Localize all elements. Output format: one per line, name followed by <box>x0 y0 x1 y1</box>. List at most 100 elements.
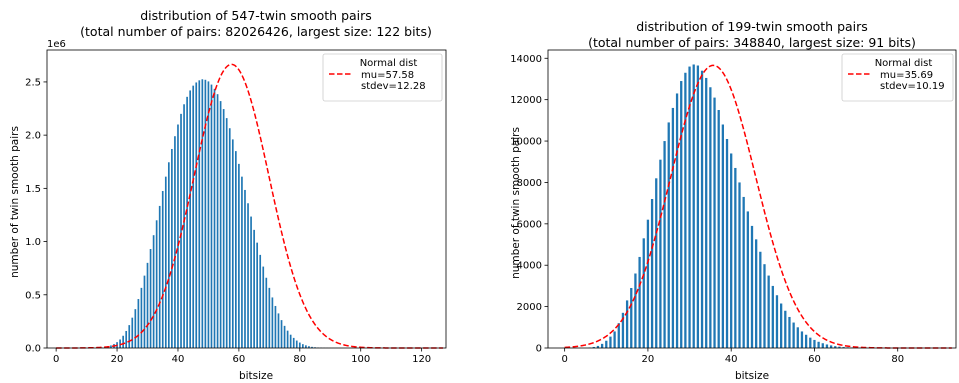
bar <box>256 242 258 348</box>
bar <box>238 163 240 348</box>
bar <box>262 266 265 348</box>
bar <box>180 113 182 348</box>
bar <box>634 273 637 348</box>
bar <box>302 344 304 348</box>
bar <box>717 110 720 348</box>
chart-left-ylabel: number of twin smooth pairs <box>9 126 21 278</box>
legend-label: stdev=10.19 <box>880 81 945 92</box>
bar <box>158 205 161 348</box>
bar <box>128 325 131 348</box>
bar <box>152 235 155 348</box>
bar <box>219 101 222 348</box>
bar <box>792 322 795 348</box>
chart-right: distribution of 199-twin smooth pairs (t… <box>510 19 957 382</box>
bar <box>268 287 271 348</box>
bar <box>125 330 128 348</box>
bar <box>746 211 749 348</box>
bar <box>800 331 804 348</box>
bar <box>277 313 280 348</box>
y-tick-label: 6000 <box>517 219 542 230</box>
bar <box>750 225 754 348</box>
bar <box>796 327 799 348</box>
chart-left: distribution of 547-twin smooth pairs (t… <box>9 8 447 382</box>
bar <box>788 316 791 348</box>
bar <box>655 178 658 348</box>
x-tick-label: 100 <box>351 354 370 365</box>
y-tick-label: 14000 <box>510 54 542 65</box>
x-tick-label: 80 <box>891 354 904 365</box>
bar <box>663 141 666 348</box>
y-tick-label: 1.0 <box>25 237 41 248</box>
x-tick-label: 0 <box>53 354 59 365</box>
bar <box>775 295 779 348</box>
x-tick-label: 120 <box>412 354 431 365</box>
bar <box>638 256 641 348</box>
bar <box>155 220 158 348</box>
bar <box>131 317 134 348</box>
bar <box>755 239 758 348</box>
bar <box>734 167 737 348</box>
legend-label: mu=57.58 <box>361 70 414 81</box>
chart-right-title: distribution of 199-twin smooth pairs <box>636 19 868 34</box>
bar <box>684 72 687 348</box>
y-tick-label: 10000 <box>510 137 542 148</box>
bar <box>244 189 246 348</box>
legend-box <box>841 53 954 102</box>
bar <box>143 275 146 348</box>
axes-frame <box>547 49 957 349</box>
bar <box>174 136 176 348</box>
bar <box>650 199 654 348</box>
normal-fit-line <box>564 64 952 349</box>
bar <box>122 335 124 348</box>
bar <box>265 277 268 348</box>
bar <box>274 305 277 348</box>
x-tick-label: 40 <box>172 354 185 365</box>
bar <box>195 82 198 349</box>
y-tick-label: 4000 <box>517 261 542 272</box>
bar <box>667 122 670 349</box>
bar <box>204 79 207 349</box>
bar <box>813 339 816 348</box>
x-tick-label: 20 <box>642 354 655 365</box>
bar <box>804 334 808 348</box>
bar <box>596 345 600 348</box>
bar <box>286 330 289 348</box>
chart-right-xlabel: bitsize <box>735 370 769 382</box>
y-tick-label: 2000 <box>517 302 542 313</box>
x-tick-label: 60 <box>233 354 246 365</box>
bar <box>692 64 695 349</box>
bar <box>617 323 620 348</box>
chart-left-y-offset: 1e6 <box>47 39 66 50</box>
bar <box>721 124 724 348</box>
bar <box>198 80 201 348</box>
bar <box>817 341 820 348</box>
x-tick-label: 60 <box>808 354 821 365</box>
y-tick-label: 12000 <box>510 95 542 106</box>
legend-label: stdev=12.28 <box>361 81 426 92</box>
bar <box>842 347 845 348</box>
bar <box>201 79 204 349</box>
bar <box>725 138 729 348</box>
bar <box>189 90 191 348</box>
bar <box>709 87 712 348</box>
bar <box>292 337 295 348</box>
legend-label: mu=35.69 <box>880 70 933 81</box>
normal-fit-line <box>56 63 443 349</box>
legend-box <box>322 53 443 102</box>
bar <box>183 104 185 348</box>
bar <box>280 320 283 348</box>
bar <box>298 342 301 348</box>
bar <box>621 312 625 348</box>
y-tick-label: 2.0 <box>25 131 41 142</box>
bar <box>210 84 213 348</box>
bar <box>192 85 195 349</box>
bar <box>137 299 140 348</box>
bar <box>308 346 310 348</box>
bar <box>247 203 249 348</box>
y-tick-label: 8000 <box>517 178 542 189</box>
bar <box>283 325 286 348</box>
bar <box>228 128 231 348</box>
bar <box>834 346 837 348</box>
bar <box>730 153 733 348</box>
